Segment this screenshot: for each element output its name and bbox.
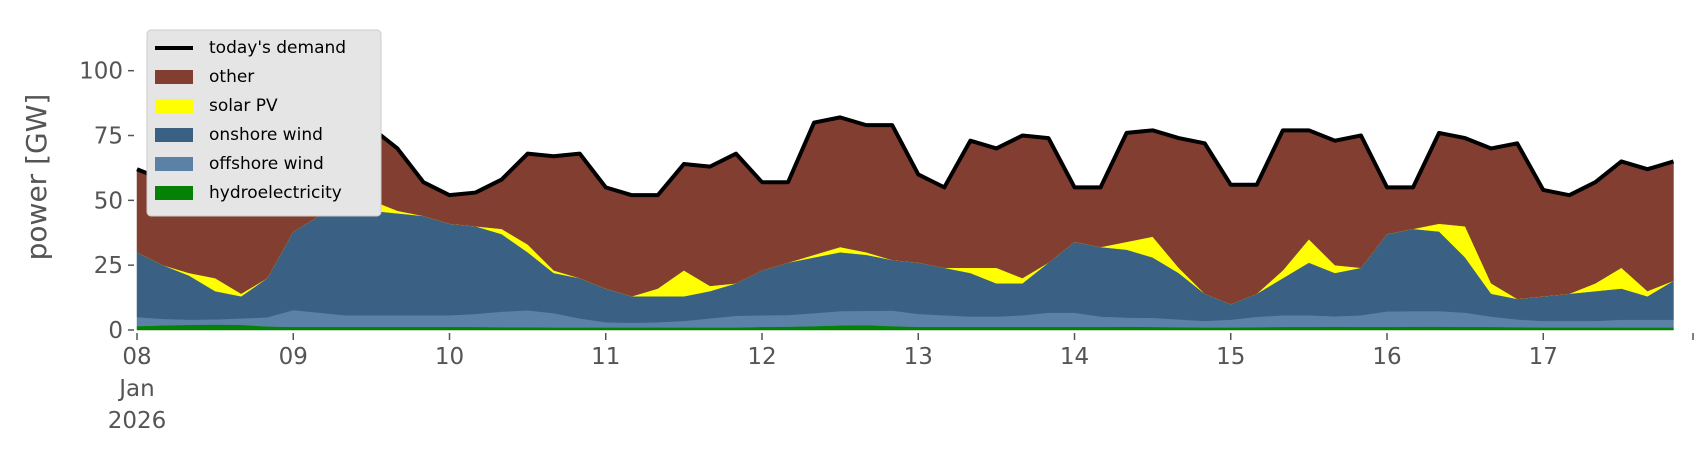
legend-swatch [155, 128, 193, 142]
legend-swatch [155, 186, 193, 200]
x-tick-label: 12 [747, 344, 776, 370]
x-tick-label: 11 [591, 344, 620, 370]
legend-swatch [155, 70, 193, 84]
legend-swatch [155, 99, 193, 113]
y-axis-label: power [GW] [20, 94, 53, 261]
legend-label: today's demand [209, 38, 346, 58]
legend-swatch [155, 157, 193, 171]
y-tick-label: 100 [79, 59, 123, 85]
x-tick-label: 13 [904, 344, 933, 370]
y-tick-label: 75 [94, 124, 123, 150]
legend-label: other [209, 67, 254, 87]
x-tick-label: 14 [1060, 344, 1089, 370]
x-tick-label: 17 [1529, 344, 1558, 370]
x-tick-label: 08 Jan 2026 [108, 344, 167, 434]
y-tick-label: 0 [108, 318, 123, 344]
legend-box [146, 29, 382, 217]
legend: today's demand other solar PV onshore wind o… [146, 29, 382, 217]
legend-label: offshore wind [209, 154, 324, 174]
y-tick-label: 50 [94, 188, 123, 214]
x-tick-label: 16 [1372, 344, 1401, 370]
legend-label: onshore wind [209, 125, 323, 145]
x-tick-label: 10 [435, 344, 464, 370]
line [136, 115, 1675, 198]
y-tick-label: 25 [94, 253, 123, 279]
x-tick-label: 09 [279, 344, 308, 370]
x-tick-label: 15 [1216, 344, 1245, 370]
legend-label: solar PV [209, 96, 278, 116]
legend-label: hydroelectricity [209, 183, 342, 203]
